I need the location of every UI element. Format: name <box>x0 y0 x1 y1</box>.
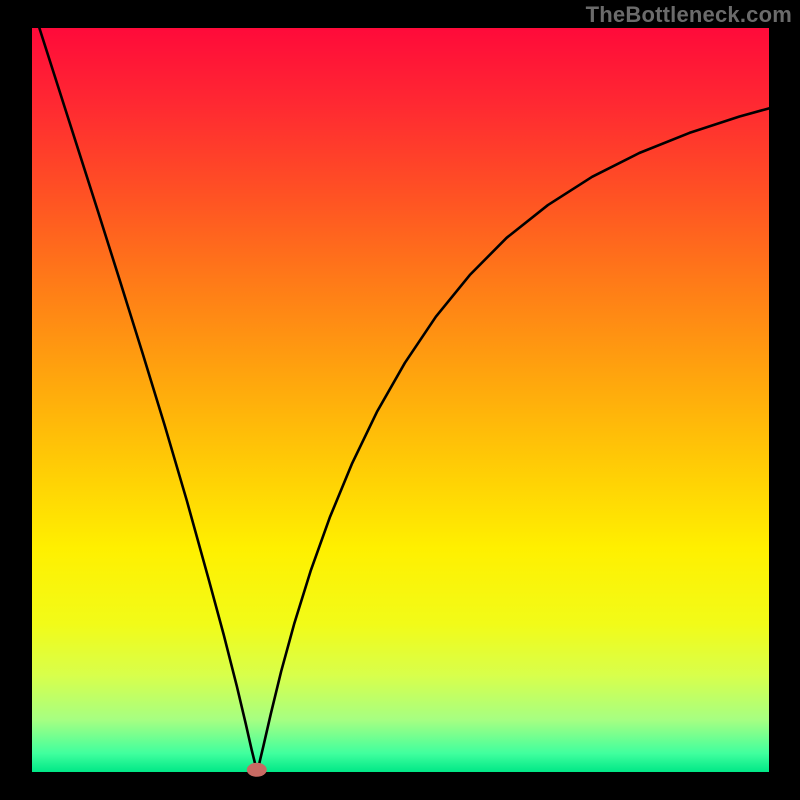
chart-container: { "watermark": { "text": "TheBottleneck.… <box>0 0 800 800</box>
minimum-marker <box>247 763 267 777</box>
watermark-text: TheBottleneck.com <box>586 2 792 28</box>
plot-background <box>32 28 769 772</box>
bottleneck-chart <box>0 0 800 800</box>
